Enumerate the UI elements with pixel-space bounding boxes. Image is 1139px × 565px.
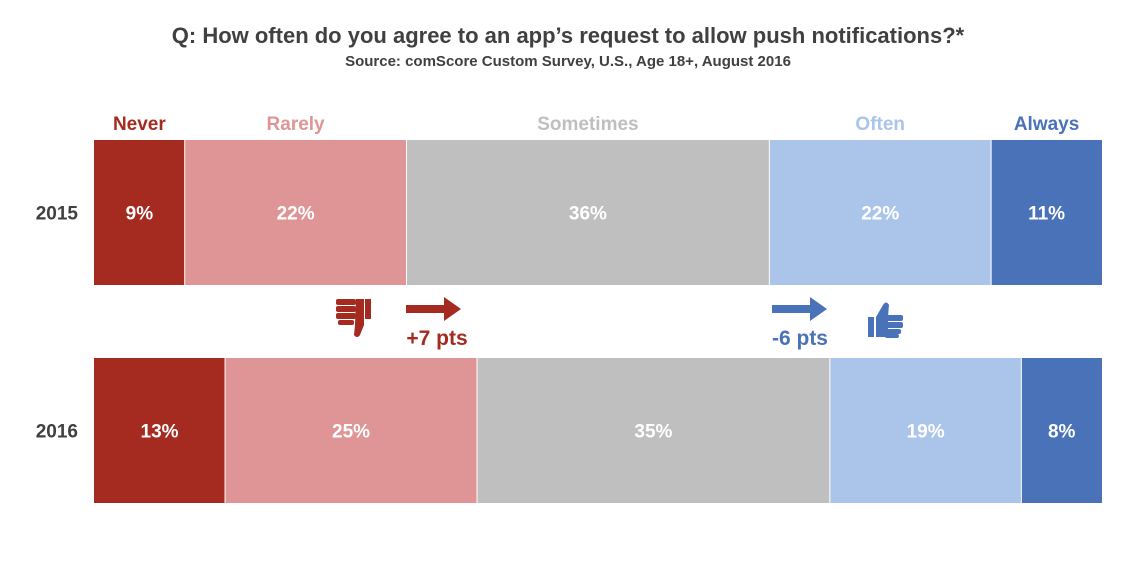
thumbs-up-icon	[868, 302, 903, 338]
data-label-never-2015: 9%	[126, 204, 154, 225]
data-label-always-2015: 11%	[1028, 204, 1065, 225]
bars: 2015 9% 22% 36% 22% 11% 2016 13% 25% 35% 19% 8%	[36, 140, 1102, 503]
thumbs-down-icon	[336, 299, 371, 337]
right-arrow-icon	[772, 297, 827, 321]
data-label-rarely-2015: 22%	[277, 204, 315, 225]
right-arrow-icon	[406, 297, 461, 321]
legend-label-rarely: Rarely	[267, 114, 326, 135]
data-label-sometimes-2015: 36%	[569, 204, 607, 225]
category-label-2016: 2016	[36, 422, 78, 443]
data-label-never-2016: 13%	[141, 422, 179, 443]
bar-segment-sometimes-2015	[406, 140, 770, 285]
bar-segment-always-2015	[991, 140, 1102, 285]
data-label-often-2016: 19%	[907, 422, 945, 443]
legend: Never Rarely Sometimes Often Always	[113, 114, 1079, 135]
legend-label-always: Always	[1014, 114, 1079, 135]
legend-label-never: Never	[113, 114, 166, 135]
legend-label-often: Often	[855, 114, 905, 135]
annotation-always-change: -6 pts	[772, 327, 828, 350]
bar-segment-always-2016	[1021, 358, 1102, 503]
chart-subtitle: Source: comScore Custom Survey, U.S., Ag…	[345, 53, 791, 70]
category-label-2015: 2015	[36, 204, 79, 225]
bar-segment-sometimes-2016	[477, 358, 830, 503]
bar-segment-often-2015	[769, 140, 992, 285]
annotation-never-change: +7 pts	[406, 327, 467, 350]
bar-segment-rarely-2015	[184, 140, 407, 285]
annotations: +7 pts -6 pts	[336, 297, 903, 350]
bar-segment-often-2016	[829, 358, 1022, 503]
legend-label-sometimes: Sometimes	[537, 114, 638, 135]
bar-segment-never-2016	[94, 358, 226, 503]
bar-segment-never-2015	[94, 140, 185, 285]
bar-segment-rarely-2016	[225, 358, 478, 503]
data-label-often-2015: 22%	[861, 204, 899, 225]
data-label-sometimes-2016: 35%	[634, 422, 672, 443]
data-label-always-2016: 8%	[1048, 422, 1076, 443]
data-label-rarely-2016: 25%	[332, 422, 370, 443]
chart-title: Q: How often do you agree to an app’s re…	[172, 23, 965, 48]
